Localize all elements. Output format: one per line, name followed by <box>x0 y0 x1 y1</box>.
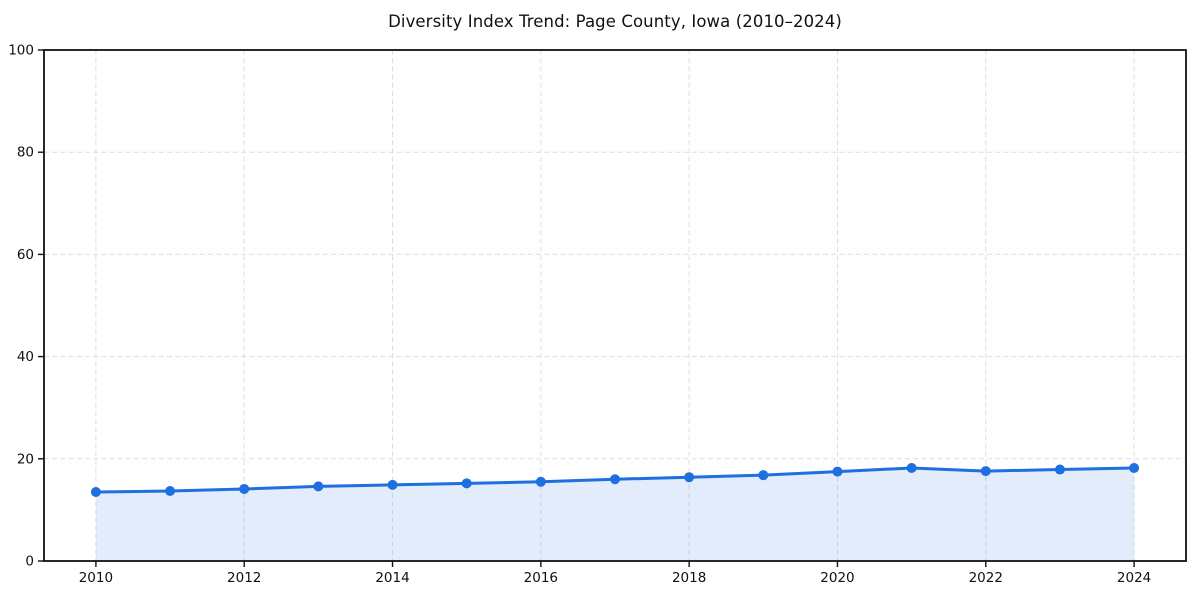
y-tick-label: 40 <box>17 349 34 365</box>
data-point-marker <box>1129 462 1140 473</box>
data-point-marker <box>313 481 324 492</box>
x-tick-label: 2014 <box>375 570 409 586</box>
y-axis: 0 20 40 60 80 100 <box>8 43 44 570</box>
data-point-marker <box>239 483 250 494</box>
data-point-marker <box>610 474 620 485</box>
data-point-marker <box>461 478 472 489</box>
data-point-marker <box>387 479 398 490</box>
data-points <box>90 462 1140 498</box>
x-tick-label: 2024 <box>1117 570 1151 586</box>
x-axis: 2010 2012 2014 2016 2018 2020 2022 2024 <box>79 561 1151 586</box>
y-tick-label: 60 <box>17 247 34 263</box>
area-fill <box>95 467 1135 561</box>
x-tick-label: 2016 <box>524 570 558 586</box>
data-point-marker <box>906 462 917 473</box>
data-point-marker <box>90 487 101 498</box>
y-tick-label: 20 <box>17 451 34 467</box>
plot-border <box>43 49 1187 562</box>
x-tick-label: 2018 <box>672 570 706 586</box>
x-tick-label: 2020 <box>820 570 854 586</box>
data-point-marker <box>535 476 546 487</box>
y-tick-label: 80 <box>17 145 34 161</box>
data-point-marker <box>758 470 769 481</box>
data-point-marker <box>832 466 843 477</box>
data-point-marker <box>1054 464 1065 475</box>
x-tick-label: 2010 <box>79 570 113 586</box>
x-tick-label: 2012 <box>227 570 261 586</box>
data-point-marker <box>684 472 695 483</box>
gridlines <box>44 50 1186 561</box>
y-tick-label: 100 <box>8 43 34 59</box>
y-tick-label: 0 <box>25 554 34 570</box>
data-point-marker <box>980 466 991 477</box>
x-tick-label: 2022 <box>969 570 1003 586</box>
chart-title: Diversity Index Trend: Page County, Iowa… <box>388 12 842 31</box>
data-point-marker <box>165 485 176 496</box>
